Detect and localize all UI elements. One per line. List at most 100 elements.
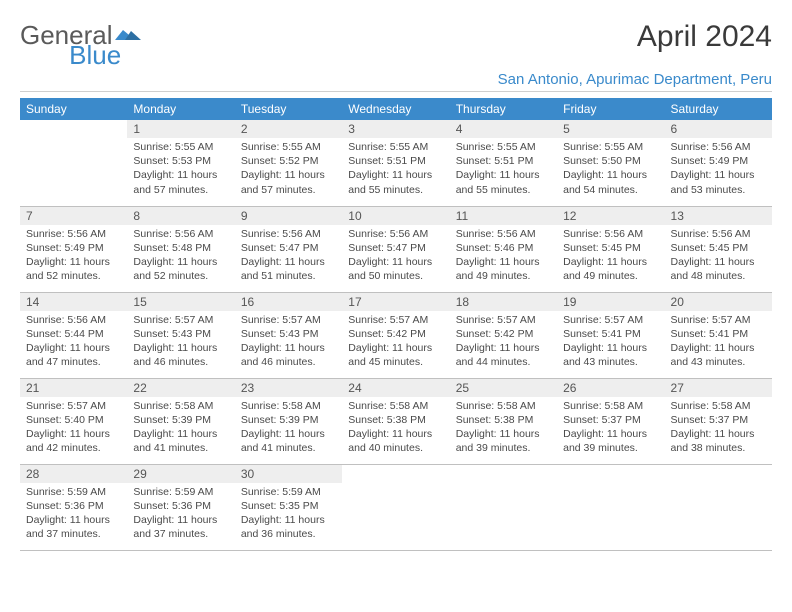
day-details: Sunrise: 5:56 AMSunset: 5:45 PMDaylight:… [557,225,664,288]
calendar-day-cell: 16Sunrise: 5:57 AMSunset: 5:43 PMDayligh… [235,292,342,378]
calendar-day-cell [665,464,772,550]
brand-part2: Blue [69,40,121,71]
day-number: 25 [450,379,557,397]
day-number: 5 [557,120,664,138]
day-number: 28 [20,465,127,483]
calendar-day-cell: 20Sunrise: 5:57 AMSunset: 5:41 PMDayligh… [665,292,772,378]
day-number: 4 [450,120,557,138]
calendar-day-cell: 24Sunrise: 5:58 AMSunset: 5:38 PMDayligh… [342,378,449,464]
day-details: Sunrise: 5:59 AMSunset: 5:36 PMDaylight:… [127,483,234,546]
day-number: 21 [20,379,127,397]
day-number: 8 [127,207,234,225]
calendar-day-cell: 7Sunrise: 5:56 AMSunset: 5:49 PMDaylight… [20,206,127,292]
day-number: 3 [342,120,449,138]
calendar-day-cell: 14Sunrise: 5:56 AMSunset: 5:44 PMDayligh… [20,292,127,378]
calendar-day-cell: 30Sunrise: 5:59 AMSunset: 5:35 PMDayligh… [235,464,342,550]
day-details: Sunrise: 5:57 AMSunset: 5:41 PMDaylight:… [557,311,664,374]
day-details: Sunrise: 5:55 AMSunset: 5:50 PMDaylight:… [557,138,664,201]
calendar-day-cell: 3Sunrise: 5:55 AMSunset: 5:51 PMDaylight… [342,120,449,206]
calendar-day-cell: 10Sunrise: 5:56 AMSunset: 5:47 PMDayligh… [342,206,449,292]
weekday-header: Friday [557,98,664,120]
day-number: 9 [235,207,342,225]
calendar-body: 1Sunrise: 5:55 AMSunset: 5:53 PMDaylight… [20,120,772,550]
day-number: 7 [20,207,127,225]
location-line: San Antonio, Apurimac Department, Peru [20,71,772,92]
calendar-day-cell [342,464,449,550]
day-details: Sunrise: 5:56 AMSunset: 5:44 PMDaylight:… [20,311,127,374]
day-number: 10 [342,207,449,225]
calendar-day-cell: 23Sunrise: 5:58 AMSunset: 5:39 PMDayligh… [235,378,342,464]
day-details: Sunrise: 5:57 AMSunset: 5:43 PMDaylight:… [235,311,342,374]
calendar-day-cell: 6Sunrise: 5:56 AMSunset: 5:49 PMDaylight… [665,120,772,206]
day-number: 23 [235,379,342,397]
month-title: April 2024 [637,20,772,54]
calendar-day-cell: 25Sunrise: 5:58 AMSunset: 5:38 PMDayligh… [450,378,557,464]
calendar-day-cell [557,464,664,550]
day-details: Sunrise: 5:58 AMSunset: 5:37 PMDaylight:… [557,397,664,460]
calendar-week-row: 21Sunrise: 5:57 AMSunset: 5:40 PMDayligh… [20,378,772,464]
calendar-week-row: 14Sunrise: 5:56 AMSunset: 5:44 PMDayligh… [20,292,772,378]
calendar-day-cell: 2Sunrise: 5:55 AMSunset: 5:52 PMDaylight… [235,120,342,206]
day-number: 27 [665,379,772,397]
day-details: Sunrise: 5:58 AMSunset: 5:37 PMDaylight:… [665,397,772,460]
weekday-header: Saturday [665,98,772,120]
day-number: 6 [665,120,772,138]
calendar-day-cell: 29Sunrise: 5:59 AMSunset: 5:36 PMDayligh… [127,464,234,550]
day-details: Sunrise: 5:59 AMSunset: 5:36 PMDaylight:… [20,483,127,546]
calendar-day-cell: 9Sunrise: 5:56 AMSunset: 5:47 PMDaylight… [235,206,342,292]
day-number: 15 [127,293,234,311]
calendar-day-cell: 8Sunrise: 5:56 AMSunset: 5:48 PMDaylight… [127,206,234,292]
calendar-day-cell: 1Sunrise: 5:55 AMSunset: 5:53 PMDaylight… [127,120,234,206]
title-block: April 2024 [637,20,772,56]
day-details: Sunrise: 5:57 AMSunset: 5:42 PMDaylight:… [342,311,449,374]
day-details: Sunrise: 5:59 AMSunset: 5:35 PMDaylight:… [235,483,342,546]
day-number: 16 [235,293,342,311]
day-details: Sunrise: 5:55 AMSunset: 5:51 PMDaylight:… [342,138,449,201]
weekday-header: Monday [127,98,234,120]
day-details: Sunrise: 5:55 AMSunset: 5:53 PMDaylight:… [127,138,234,201]
day-details: Sunrise: 5:58 AMSunset: 5:38 PMDaylight:… [342,397,449,460]
brand-line2: GenBlue [20,40,121,71]
calendar-day-cell: 12Sunrise: 5:56 AMSunset: 5:45 PMDayligh… [557,206,664,292]
calendar-day-cell: 21Sunrise: 5:57 AMSunset: 5:40 PMDayligh… [20,378,127,464]
page-header: General April 2024 [20,20,772,56]
weekday-header: Wednesday [342,98,449,120]
calendar-table: SundayMondayTuesdayWednesdayThursdayFrid… [20,98,772,551]
weekday-header: Tuesday [235,98,342,120]
day-number: 26 [557,379,664,397]
day-details: Sunrise: 5:58 AMSunset: 5:39 PMDaylight:… [235,397,342,460]
calendar-day-cell: 18Sunrise: 5:57 AMSunset: 5:42 PMDayligh… [450,292,557,378]
day-details: Sunrise: 5:56 AMSunset: 5:45 PMDaylight:… [665,225,772,288]
day-details: Sunrise: 5:57 AMSunset: 5:43 PMDaylight:… [127,311,234,374]
day-number: 20 [665,293,772,311]
calendar-day-cell: 27Sunrise: 5:58 AMSunset: 5:37 PMDayligh… [665,378,772,464]
day-details: Sunrise: 5:56 AMSunset: 5:49 PMDaylight:… [665,138,772,201]
day-details: Sunrise: 5:57 AMSunset: 5:41 PMDaylight:… [665,311,772,374]
day-number: 22 [127,379,234,397]
day-number: 18 [450,293,557,311]
day-details: Sunrise: 5:58 AMSunset: 5:39 PMDaylight:… [127,397,234,460]
day-number: 14 [20,293,127,311]
day-number: 13 [665,207,772,225]
day-details: Sunrise: 5:55 AMSunset: 5:52 PMDaylight:… [235,138,342,201]
day-details: Sunrise: 5:56 AMSunset: 5:46 PMDaylight:… [450,225,557,288]
calendar-day-cell [20,120,127,206]
day-details: Sunrise: 5:56 AMSunset: 5:47 PMDaylight:… [235,225,342,288]
day-details: Sunrise: 5:56 AMSunset: 5:49 PMDaylight:… [20,225,127,288]
weekday-header-row: SundayMondayTuesdayWednesdayThursdayFrid… [20,98,772,120]
day-number: 19 [557,293,664,311]
calendar-day-cell: 13Sunrise: 5:56 AMSunset: 5:45 PMDayligh… [665,206,772,292]
calendar-day-cell [450,464,557,550]
weekday-header: Thursday [450,98,557,120]
calendar-day-cell: 15Sunrise: 5:57 AMSunset: 5:43 PMDayligh… [127,292,234,378]
day-number: 11 [450,207,557,225]
calendar-day-cell: 19Sunrise: 5:57 AMSunset: 5:41 PMDayligh… [557,292,664,378]
calendar-day-cell: 11Sunrise: 5:56 AMSunset: 5:46 PMDayligh… [450,206,557,292]
calendar-week-row: 1Sunrise: 5:55 AMSunset: 5:53 PMDaylight… [20,120,772,206]
calendar-day-cell: 28Sunrise: 5:59 AMSunset: 5:36 PMDayligh… [20,464,127,550]
day-details: Sunrise: 5:57 AMSunset: 5:40 PMDaylight:… [20,397,127,460]
calendar-day-cell: 4Sunrise: 5:55 AMSunset: 5:51 PMDaylight… [450,120,557,206]
day-number: 24 [342,379,449,397]
calendar-day-cell: 22Sunrise: 5:58 AMSunset: 5:39 PMDayligh… [127,378,234,464]
day-number: 17 [342,293,449,311]
